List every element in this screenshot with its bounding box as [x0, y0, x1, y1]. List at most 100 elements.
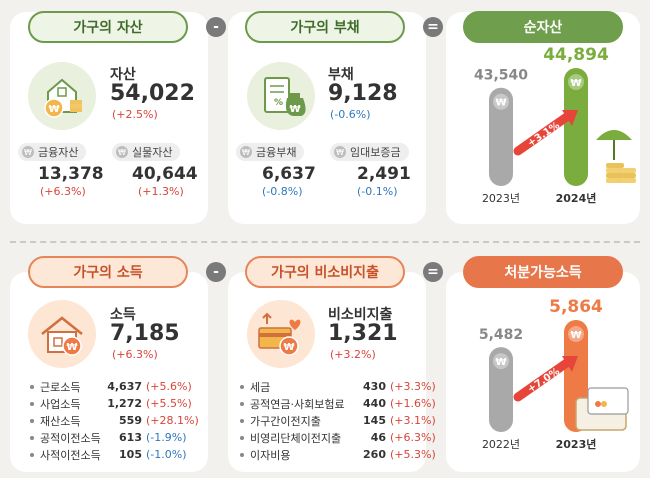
coin-stack — [606, 178, 624, 183]
arrow-head-icon — [562, 356, 578, 372]
coin-stack — [606, 168, 624, 173]
income-label: 소득 — [110, 307, 136, 323]
assets-value: 54,022 — [110, 81, 195, 106]
won-coin-icon: ₩ — [334, 146, 346, 158]
bullet-icon — [30, 401, 34, 406]
card-chip — [601, 401, 607, 407]
won-coin-icon — [493, 93, 509, 110]
assets-label: 자산 — [110, 67, 136, 83]
assets-title: 가구의 자산 — [28, 11, 188, 43]
assets-change: (+2.5%) — [112, 108, 158, 121]
item-change: (+3.1%) — [390, 414, 436, 427]
item-value: 440 — [363, 397, 386, 410]
won-coin-icon: ₩ — [240, 146, 252, 158]
rental-deposit-value: 2,491 — [357, 164, 411, 184]
nonconsumption-title: 가구의 비소비지출 — [245, 256, 405, 288]
list-item: 가구간이전지출 145 (+3.1%) — [240, 412, 436, 429]
item-name: 근로소득 — [40, 380, 81, 394]
list-item: 세금 430 (+3.3%) — [240, 378, 436, 395]
real-assets-value: 40,644 — [132, 164, 198, 184]
list-item: 비영리단체이전지출 46 (+6.3%) — [240, 429, 436, 446]
financial-assets-change: (+6.3%) — [40, 185, 86, 198]
svg-text:%: % — [274, 98, 283, 108]
growth-arrow — [513, 357, 573, 402]
bar-value-label: 43,540 — [474, 68, 528, 84]
financial-debt-tag: ₩ 금융부채 — [236, 143, 305, 161]
item-name: 세금 — [250, 380, 271, 394]
minus-operator: - — [206, 262, 226, 282]
house-coins-icon: ₩ — [28, 62, 96, 130]
item-value: 559 — [119, 414, 142, 427]
category-label: 2023년 — [556, 437, 597, 451]
list-item: 공적연금·사회보험료 440 (+1.6%) — [240, 395, 436, 412]
item-change: (+28.1%) — [146, 414, 199, 427]
card-chip — [595, 401, 601, 407]
item-name: 공적이전소득 — [40, 431, 101, 445]
list-item: 근로소득 4,637 (+5.6%) — [30, 378, 199, 395]
bar — [564, 68, 588, 186]
svg-text:₩: ₩ — [66, 342, 77, 353]
arrow-head-icon — [562, 110, 578, 126]
won-coin-icon: ₩ — [22, 146, 34, 158]
bullet-icon — [240, 401, 244, 406]
item-name: 이자비용 — [250, 448, 291, 462]
bullet-icon — [240, 418, 244, 423]
won-symbol: ₩ — [570, 330, 581, 341]
list-item: 사업소득 1,272 (+5.5%) — [30, 395, 199, 412]
item-name: 재산소득 — [40, 414, 81, 428]
coin-stack — [622, 178, 636, 183]
svg-text:₩: ₩ — [289, 104, 300, 115]
bar-value-label: 44,894 — [543, 45, 609, 65]
bullet-icon — [30, 435, 34, 440]
growth-arrow — [513, 111, 573, 156]
bill-money-bag-icon: % ₩ — [247, 62, 315, 130]
item-change: (+5.5%) — [146, 397, 192, 410]
income-value: 7,185 — [110, 321, 180, 346]
growth-label: +7.0% — [526, 366, 562, 395]
item-value: 613 — [119, 431, 142, 444]
list-item: 이자비용 260 (+5.3%) — [240, 446, 436, 463]
financial-debt-value: 6,637 — [262, 164, 316, 184]
category-label: 2022년 — [482, 438, 520, 451]
nonconsumption-breakdown-list: 세금 430 (+3.3%) 공적연금·사회보험료 440 (+1.6%) 가구간이전지출 1… — [240, 378, 436, 463]
bullet-icon — [30, 384, 34, 389]
debt-label: 부채 — [328, 67, 354, 83]
svg-text:₩: ₩ — [48, 104, 59, 115]
disposable-income-chart: ₩5,482 2022년 ₩5,864 2023년 +7.0% — [479, 297, 629, 451]
financial-debt-change: (-0.8%) — [262, 185, 303, 198]
coin-stack — [622, 168, 636, 173]
bullet-icon — [30, 452, 34, 457]
coin-stack — [606, 173, 624, 178]
list-item: 재산소득 559 (+28.1%) — [30, 412, 199, 429]
item-name: 비영리단체이전지출 — [250, 431, 342, 445]
item-value: 260 — [363, 448, 386, 461]
bullet-icon — [30, 418, 34, 423]
item-value: 430 — [363, 380, 386, 393]
coin-stack — [622, 173, 636, 178]
item-change: (+6.3%) — [390, 431, 436, 444]
category-label: 2023년 — [482, 192, 520, 205]
item-change: (+3.3%) — [390, 380, 436, 393]
item-change: (+5.3%) — [390, 448, 436, 461]
won-coin-icon — [568, 74, 584, 90]
item-change: (-1.9%) — [146, 431, 187, 444]
bullet-icon — [240, 435, 244, 440]
debt-title: 가구의 부채 — [245, 11, 405, 43]
bar-value-label: 5,482 — [479, 327, 523, 343]
umbrella-icon — [596, 130, 632, 140]
bullet-icon — [240, 384, 244, 389]
item-change: (+1.6%) — [390, 397, 436, 410]
bar — [489, 347, 513, 432]
equals-operator: = — [423, 262, 443, 282]
disposable-income-title: 처분가능소득 — [463, 256, 623, 288]
net-assets-title: 순자산 — [463, 11, 623, 43]
growth-label: +3.1% — [526, 120, 562, 149]
nonconsumption-change: (+3.2%) — [330, 348, 376, 361]
debt-change: (-0.6%) — [330, 108, 371, 121]
net-assets-card — [446, 12, 640, 224]
item-value: 145 — [363, 414, 386, 427]
item-name: 가구간이전지출 — [250, 414, 321, 428]
won-coin-icon — [493, 353, 509, 370]
income-change: (+6.3%) — [112, 348, 158, 361]
income-title: 가구의 소득 — [28, 256, 188, 288]
